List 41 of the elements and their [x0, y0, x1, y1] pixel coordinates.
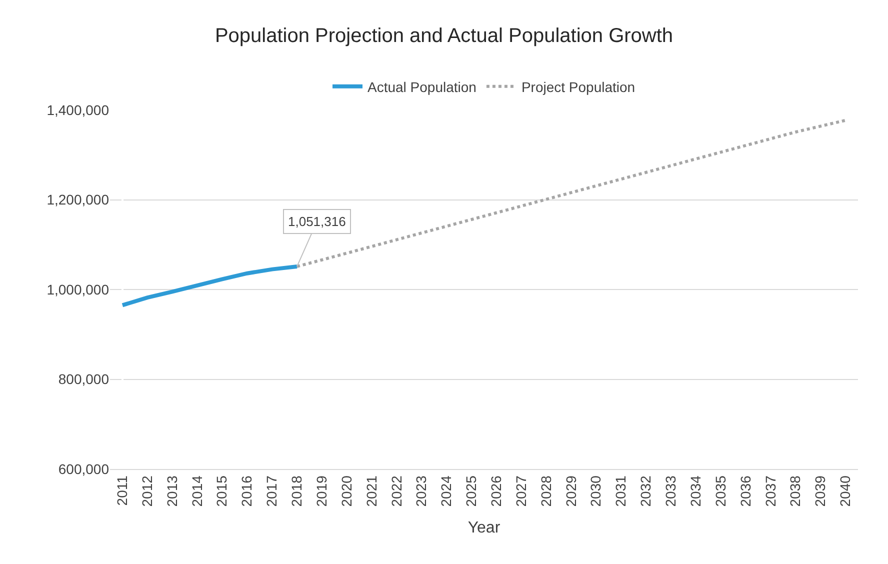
- x-tick-label: 2035: [712, 475, 728, 507]
- annotation: 1,051,316: [288, 214, 346, 229]
- y-tick-label: 1,200,000: [46, 192, 110, 208]
- x-tick-label: 2015: [214, 475, 230, 507]
- chart-title: Population Projection and Actual Population Growth: [214, 25, 674, 48]
- line-series: [120, 264, 299, 308]
- x-tick-label: 2017: [264, 475, 280, 507]
- x-tick-label: 2034: [687, 475, 704, 507]
- x-axis-title: Year: [468, 519, 501, 536]
- x-tick-label: 2014: [188, 475, 205, 507]
- x-tick-label: 2037: [762, 475, 778, 507]
- x-tick-label: 2016: [238, 475, 255, 507]
- x-tick-label: 2033: [662, 475, 679, 507]
- x-tick-label: 2018: [288, 475, 305, 507]
- x-tick-label: 2038: [787, 475, 804, 507]
- x-tick-label: 2027: [512, 475, 529, 507]
- x-tick-label: 2021: [363, 475, 380, 507]
- x-tick-label: 2029: [562, 475, 579, 507]
- x-tick-label: 2028: [538, 475, 554, 507]
- y-tick-label: 1,400,000: [46, 102, 110, 118]
- x-tick-label: 2013: [164, 475, 180, 507]
- legend-label: Actual Population: [368, 78, 476, 95]
- x-tick-label: 2032: [638, 475, 654, 507]
- x-tick-label: 2011: [114, 475, 130, 506]
- x-tick-label: 2039: [812, 475, 828, 507]
- y-tick-label: 1,000,000: [46, 281, 110, 298]
- x-tick-label: 2020: [338, 475, 354, 507]
- legend-label: Project Population: [521, 78, 636, 95]
- x-tick-label: 2036: [737, 475, 754, 507]
- x-tick-label: 2025: [463, 475, 480, 507]
- x-tick-label: 2040: [837, 475, 854, 507]
- x-tick-label: 2031: [612, 475, 629, 507]
- y-tick-label: 600,000: [58, 460, 110, 477]
- x-tick-label: 2022: [388, 475, 404, 507]
- x-tick-label: 2023: [413, 475, 430, 507]
- x-tick-label: 2024: [438, 475, 454, 507]
- x-tick-label: 2019: [313, 475, 330, 507]
- x-tick-label: 2012: [138, 475, 155, 507]
- x-tick-label: 2030: [588, 475, 604, 507]
- x-tick-label: 2026: [488, 475, 504, 507]
- y-tick-label: 800,000: [58, 371, 110, 388]
